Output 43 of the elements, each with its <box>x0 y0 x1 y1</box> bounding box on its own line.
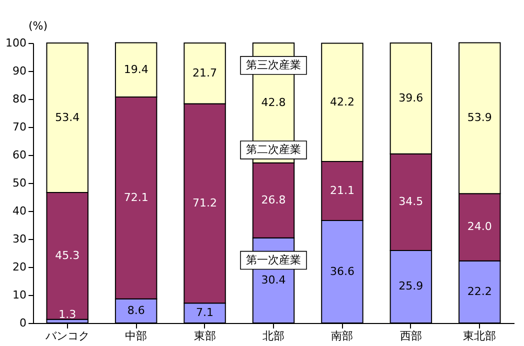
series-label: 第三次産業 <box>246 58 301 72</box>
data-label: 53.4 <box>55 110 80 124</box>
x-tick-label: 中部 <box>125 330 148 342</box>
data-label: 26.8 <box>261 193 286 206</box>
data-label: 30.4 <box>261 273 286 286</box>
data-label: 24.0 <box>467 220 492 234</box>
x-tick-label: 東部 <box>194 330 216 342</box>
data-label: 34.5 <box>398 195 424 208</box>
y-tick-label: 30 <box>12 232 26 246</box>
y-tick-label: 50 <box>12 176 26 190</box>
data-label: 21.7 <box>192 66 218 80</box>
data-label: 53.9 <box>467 111 492 124</box>
series-label: 第一次産業 <box>246 253 301 266</box>
data-label: 1.3 <box>58 308 76 322</box>
data-label: 42.2 <box>330 95 354 108</box>
x-tick-label: バンコク <box>44 330 90 342</box>
y-tick-label: 0 <box>20 316 26 330</box>
y-tick-label: 90 <box>12 64 26 78</box>
data-label: 45.3 <box>55 248 80 262</box>
y-tick-label: 100 <box>6 36 26 50</box>
data-label: 25.9 <box>398 280 424 293</box>
data-label: 71.2 <box>192 196 218 210</box>
y-tick-label: 70 <box>12 120 26 134</box>
y-tick-label: 20 <box>12 260 26 274</box>
y-tick-label: 40 <box>12 204 26 218</box>
x-tick-label: 西部 <box>400 330 422 342</box>
x-tick-label: 北部 <box>262 330 284 342</box>
data-label: 19.4 <box>124 62 148 76</box>
data-label: 72.1 <box>124 190 148 204</box>
data-label: 21.1 <box>330 184 354 197</box>
data-label: 36.6 <box>330 264 354 278</box>
y-tick-label: 80 <box>12 92 26 106</box>
series-label: 第二次産業 <box>246 142 301 156</box>
y-tick-label: 60 <box>12 148 26 162</box>
data-label: 7.1 <box>196 306 214 320</box>
x-tick-label: 南部 <box>331 330 354 342</box>
data-label: 22.2 <box>467 284 492 298</box>
data-label: 42.8 <box>261 96 286 109</box>
data-label: 8.6 <box>127 304 145 317</box>
data-label: 39.6 <box>398 91 424 104</box>
y-tick-label: 10 <box>12 288 26 302</box>
x-tick-label: 東北部 <box>463 330 496 342</box>
y-axis-title: (%) <box>28 20 48 32</box>
